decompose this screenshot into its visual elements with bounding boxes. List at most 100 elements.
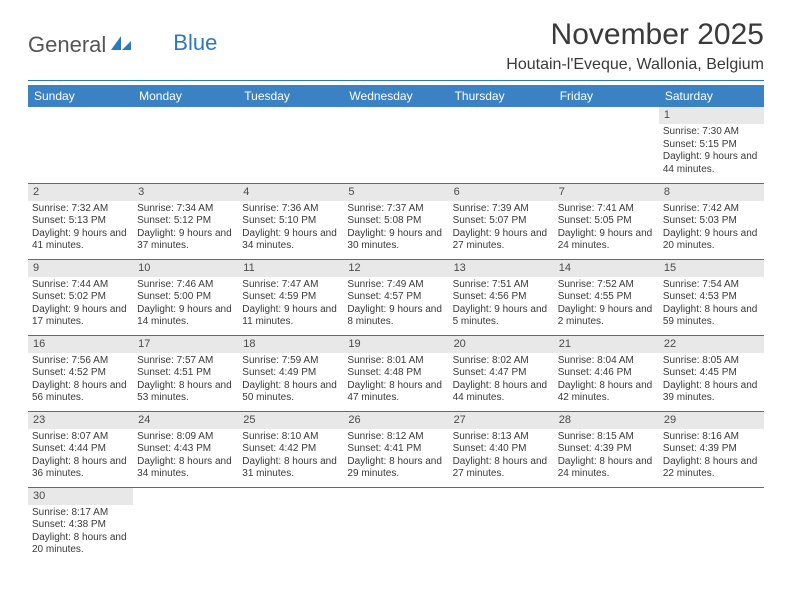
day-details: Sunrise: 7:30 AMSunset: 5:15 PMDaylight:… <box>659 124 764 180</box>
day-number: 25 <box>238 412 343 429</box>
logo-text-general: General <box>28 32 106 58</box>
day-details: Sunrise: 7:39 AMSunset: 5:07 PMDaylight:… <box>449 201 554 257</box>
daylight-line: Daylight: 9 hours and 30 minutes. <box>347 228 444 253</box>
day-details: Sunrise: 8:13 AMSunset: 4:40 PMDaylight:… <box>449 429 554 485</box>
day-number: 10 <box>133 260 238 277</box>
daylight-line: Daylight: 8 hours and 31 minutes. <box>242 456 339 481</box>
daylight-line: Daylight: 9 hours and 17 minutes. <box>32 304 129 329</box>
day-details: Sunrise: 8:10 AMSunset: 4:42 PMDaylight:… <box>238 429 343 485</box>
sunset-line: Sunset: 4:39 PM <box>558 443 655 456</box>
day-details: Sunrise: 7:56 AMSunset: 4:52 PMDaylight:… <box>28 353 133 409</box>
calendar-cell: 26Sunrise: 8:12 AMSunset: 4:41 PMDayligh… <box>343 411 448 487</box>
day-number: 2 <box>28 184 133 201</box>
sunset-line: Sunset: 4:38 PM <box>32 519 129 532</box>
sunrise-line: Sunrise: 7:30 AM <box>663 126 760 139</box>
day-details: Sunrise: 8:01 AMSunset: 4:48 PMDaylight:… <box>343 353 448 409</box>
calendar-cell: 29Sunrise: 8:16 AMSunset: 4:39 PMDayligh… <box>659 411 764 487</box>
calendar-row: 23Sunrise: 8:07 AMSunset: 4:44 PMDayligh… <box>28 411 764 487</box>
daylight-line: Daylight: 8 hours and 27 minutes. <box>453 456 550 481</box>
calendar-cell-empty <box>449 487 554 563</box>
daylight-line: Daylight: 9 hours and 41 minutes. <box>32 228 129 253</box>
sunrise-line: Sunrise: 7:56 AM <box>32 355 129 368</box>
calendar-cell-empty <box>133 107 238 183</box>
day-number: 1 <box>659 107 764 124</box>
day-number: 19 <box>343 336 448 353</box>
daylight-line: Daylight: 9 hours and 14 minutes. <box>137 304 234 329</box>
day-number: 6 <box>449 184 554 201</box>
daylight-line: Daylight: 9 hours and 34 minutes. <box>242 228 339 253</box>
sunset-line: Sunset: 4:48 PM <box>347 367 444 380</box>
sunrise-line: Sunrise: 7:32 AM <box>32 203 129 216</box>
sunrise-line: Sunrise: 8:12 AM <box>347 431 444 444</box>
page-title: November 2025 <box>506 18 764 52</box>
sunrise-line: Sunrise: 7:51 AM <box>453 279 550 292</box>
sunset-line: Sunset: 4:41 PM <box>347 443 444 456</box>
day-details: Sunrise: 8:12 AMSunset: 4:41 PMDaylight:… <box>343 429 448 485</box>
day-details: Sunrise: 8:09 AMSunset: 4:43 PMDaylight:… <box>133 429 238 485</box>
sunset-line: Sunset: 4:57 PM <box>347 291 444 304</box>
sunset-line: Sunset: 4:56 PM <box>453 291 550 304</box>
calendar-cell-empty <box>238 107 343 183</box>
sunset-line: Sunset: 4:39 PM <box>663 443 760 456</box>
sunset-line: Sunset: 5:13 PM <box>32 215 129 228</box>
sunrise-line: Sunrise: 8:17 AM <box>32 507 129 520</box>
sunset-line: Sunset: 4:49 PM <box>242 367 339 380</box>
daylight-line: Daylight: 8 hours and 56 minutes. <box>32 380 129 405</box>
sunset-line: Sunset: 4:43 PM <box>137 443 234 456</box>
day-number: 15 <box>659 260 764 277</box>
daylight-line: Daylight: 8 hours and 42 minutes. <box>558 380 655 405</box>
day-number: 17 <box>133 336 238 353</box>
day-details: Sunrise: 8:16 AMSunset: 4:39 PMDaylight:… <box>659 429 764 485</box>
day-number: 20 <box>449 336 554 353</box>
calendar-cell-empty <box>449 107 554 183</box>
daylight-line: Daylight: 8 hours and 59 minutes. <box>663 304 760 329</box>
sunset-line: Sunset: 4:52 PM <box>32 367 129 380</box>
calendar-cell: 13Sunrise: 7:51 AMSunset: 4:56 PMDayligh… <box>449 259 554 335</box>
daylight-line: Daylight: 8 hours and 20 minutes. <box>32 532 129 557</box>
header-rule <box>28 80 764 81</box>
sunset-line: Sunset: 5:15 PM <box>663 139 760 152</box>
day-number: 7 <box>554 184 659 201</box>
sunrise-line: Sunrise: 7:42 AM <box>663 203 760 216</box>
calendar-row: 9Sunrise: 7:44 AMSunset: 5:02 PMDaylight… <box>28 259 764 335</box>
calendar-cell-empty <box>133 487 238 563</box>
day-details: Sunrise: 8:04 AMSunset: 4:46 PMDaylight:… <box>554 353 659 409</box>
day-number: 9 <box>28 260 133 277</box>
day-details: Sunrise: 8:17 AMSunset: 4:38 PMDaylight:… <box>28 505 133 561</box>
sail-icon <box>109 32 133 58</box>
calendar-cell: 5Sunrise: 7:37 AMSunset: 5:08 PMDaylight… <box>343 183 448 259</box>
calendar-cell: 12Sunrise: 7:49 AMSunset: 4:57 PMDayligh… <box>343 259 448 335</box>
sunrise-line: Sunrise: 7:54 AM <box>663 279 760 292</box>
calendar-cell: 15Sunrise: 7:54 AMSunset: 4:53 PMDayligh… <box>659 259 764 335</box>
header: General Blue November 2025 Houtain-l'Eve… <box>28 18 764 74</box>
daylight-line: Daylight: 8 hours and 24 minutes. <box>558 456 655 481</box>
day-details: Sunrise: 7:54 AMSunset: 4:53 PMDaylight:… <box>659 277 764 333</box>
calendar-table: SundayMondayTuesdayWednesdayThursdayFrid… <box>28 85 764 563</box>
calendar-cell: 16Sunrise: 7:56 AMSunset: 4:52 PMDayligh… <box>28 335 133 411</box>
daylight-line: Daylight: 8 hours and 47 minutes. <box>347 380 444 405</box>
daylight-line: Daylight: 8 hours and 39 minutes. <box>663 380 760 405</box>
sunset-line: Sunset: 4:45 PM <box>663 367 760 380</box>
sunrise-line: Sunrise: 8:16 AM <box>663 431 760 444</box>
calendar-row: 2Sunrise: 7:32 AMSunset: 5:13 PMDaylight… <box>28 183 764 259</box>
sunset-line: Sunset: 4:53 PM <box>663 291 760 304</box>
calendar-cell: 28Sunrise: 8:15 AMSunset: 4:39 PMDayligh… <box>554 411 659 487</box>
day-number: 30 <box>28 488 133 505</box>
sunset-line: Sunset: 4:42 PM <box>242 443 339 456</box>
day-details: Sunrise: 8:02 AMSunset: 4:47 PMDaylight:… <box>449 353 554 409</box>
sunset-line: Sunset: 5:02 PM <box>32 291 129 304</box>
calendar-cell-empty <box>554 107 659 183</box>
sunrise-line: Sunrise: 7:36 AM <box>242 203 339 216</box>
calendar-cell: 4Sunrise: 7:36 AMSunset: 5:10 PMDaylight… <box>238 183 343 259</box>
day-number: 21 <box>554 336 659 353</box>
weekday-header: Friday <box>554 85 659 107</box>
day-details: Sunrise: 7:42 AMSunset: 5:03 PMDaylight:… <box>659 201 764 257</box>
day-number: 8 <box>659 184 764 201</box>
sunrise-line: Sunrise: 8:05 AM <box>663 355 760 368</box>
sunset-line: Sunset: 4:59 PM <box>242 291 339 304</box>
day-number: 3 <box>133 184 238 201</box>
calendar-cell: 18Sunrise: 7:59 AMSunset: 4:49 PMDayligh… <box>238 335 343 411</box>
calendar-cell: 17Sunrise: 7:57 AMSunset: 4:51 PMDayligh… <box>133 335 238 411</box>
logo: General Blue <box>28 18 217 58</box>
sunrise-line: Sunrise: 7:37 AM <box>347 203 444 216</box>
